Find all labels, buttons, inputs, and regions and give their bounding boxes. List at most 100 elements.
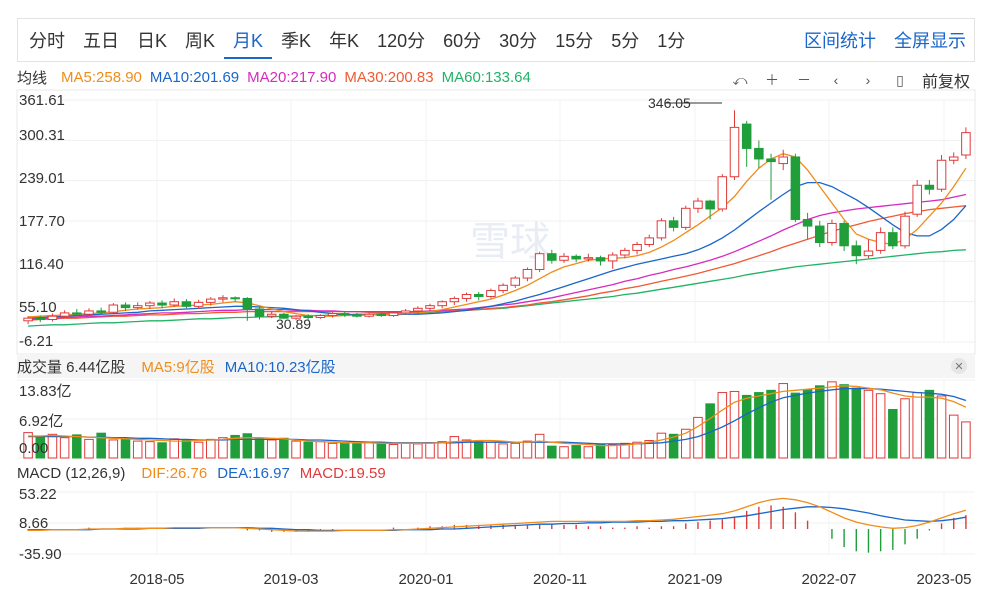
tab-monthly[interactable]: 月K	[224, 27, 273, 59]
candle-body	[145, 302, 155, 307]
candle-body	[291, 315, 301, 319]
volume-bar	[47, 433, 58, 459]
tab-five-day[interactable]: 五日	[83, 31, 119, 51]
volume-bar	[924, 389, 935, 459]
candle-body	[303, 315, 313, 319]
tab-30min[interactable]: 30分	[499, 31, 538, 51]
dea-value: DEA:16.97	[217, 464, 290, 482]
fullscreen-link[interactable]: 全屏显示	[894, 31, 966, 51]
volume-bar	[59, 437, 70, 459]
volume-bar	[948, 414, 959, 459]
volume-bar	[827, 381, 837, 459]
candle-body	[35, 317, 46, 320]
candle-body	[230, 297, 240, 300]
volume-bar	[279, 437, 289, 459]
ma-label: 均线	[17, 69, 48, 87]
candle-body	[132, 305, 143, 309]
date-tick: 2021-09	[667, 571, 722, 588]
tab-120min[interactable]: 120分	[377, 31, 426, 51]
ma5-value: MA5:258.90	[61, 68, 142, 86]
tab-60min[interactable]: 60分	[443, 31, 482, 51]
candle-body	[632, 243, 642, 251]
candle-body	[912, 184, 922, 215]
volume-bar	[437, 441, 447, 459]
volume-bar	[778, 383, 788, 459]
candle-body	[181, 301, 192, 307]
adjust-mode-dropdown[interactable]: 前复权	[921, 74, 970, 91]
candle-body	[242, 297, 253, 310]
reset-icon[interactable]: ⤺	[732, 71, 748, 88]
volume-bar	[461, 439, 472, 459]
ma30-value: MA30:200.83	[344, 68, 434, 86]
volume-bar	[900, 398, 910, 459]
zoom-in-icon[interactable]: ＋	[764, 72, 779, 88]
volume-bar	[741, 394, 752, 459]
candle-body	[863, 250, 874, 257]
volume-bar	[632, 441, 642, 459]
volume-bar	[802, 389, 813, 459]
vol-ma10-line	[28, 387, 967, 445]
macd-tick: -35.90	[19, 546, 62, 563]
candle-body	[96, 310, 106, 313]
price-tick: 55.10	[19, 299, 57, 316]
candle-body	[206, 298, 216, 303]
candle-body	[729, 126, 740, 178]
candle-body	[924, 184, 935, 190]
candle-body	[352, 314, 362, 317]
tab-15min[interactable]: 15分	[555, 31, 594, 51]
volume-bar	[132, 440, 143, 459]
volume-tick: 13.83亿	[19, 383, 72, 400]
volume-bar	[936, 395, 947, 459]
macd-tick: 8.66	[19, 515, 49, 532]
candle-body	[875, 232, 886, 251]
chevron-left-icon[interactable]: ‹	[833, 72, 839, 88]
candle-body	[72, 312, 82, 315]
volume-bar	[145, 441, 155, 459]
volume-bar	[315, 441, 326, 459]
tab-5min[interactable]: 5分	[611, 31, 640, 51]
volume-bar	[400, 442, 411, 459]
date-tick: 2020-01	[398, 571, 453, 588]
candle-body	[84, 310, 94, 315]
volume-bar	[84, 438, 94, 459]
volume-bar	[875, 393, 886, 459]
candle-body	[693, 200, 703, 209]
volume-bar	[242, 433, 253, 459]
candle-body	[279, 313, 289, 319]
date-tick: 2020-11	[533, 571, 587, 588]
dif-line	[28, 497, 967, 532]
candle-body	[754, 147, 764, 160]
volume-bar	[291, 440, 301, 459]
tab-1min[interactable]: 1分	[657, 31, 686, 51]
candle-body	[936, 159, 947, 190]
macd-tick: 53.22	[19, 486, 57, 503]
date-tick: 2019-03	[263, 571, 318, 588]
tab-weekly[interactable]: 周K	[185, 31, 216, 51]
period-tab-bar: 分时 五日 日K 周K 月K 季K 年K 120分 60分 30分 15分 5分…	[17, 18, 975, 62]
tab-quarterly[interactable]: 季K	[281, 31, 312, 51]
macd-value: MACD:19.59	[299, 464, 386, 482]
candle-body	[425, 305, 435, 309]
ma60-line	[28, 249, 966, 327]
volume-tick: 0.00	[19, 440, 49, 457]
tab-daily[interactable]: 日K	[137, 31, 168, 51]
candle-body	[583, 257, 594, 260]
zoom-out-icon[interactable]: －	[796, 72, 811, 88]
volume-bar	[120, 437, 131, 459]
volume-bar	[157, 442, 167, 459]
volume-bar	[754, 392, 764, 459]
close-volume-icon[interactable]: ✕	[951, 358, 967, 374]
candle-body	[741, 123, 752, 149]
volume-bar	[681, 428, 691, 459]
candle-body	[47, 315, 58, 320]
tab-timeshare[interactable]: 分时	[29, 31, 65, 51]
volume-bar	[498, 443, 508, 459]
range-stats-link[interactable]: 区间统计	[804, 31, 876, 51]
tab-yearly[interactable]: 年K	[329, 31, 360, 51]
chevron-right-icon[interactable]: ›	[865, 72, 871, 88]
candle-body	[802, 218, 813, 227]
candle-style-icon[interactable]: ▯	[896, 71, 904, 88]
candle-body	[620, 249, 630, 256]
candle-body	[656, 220, 667, 239]
